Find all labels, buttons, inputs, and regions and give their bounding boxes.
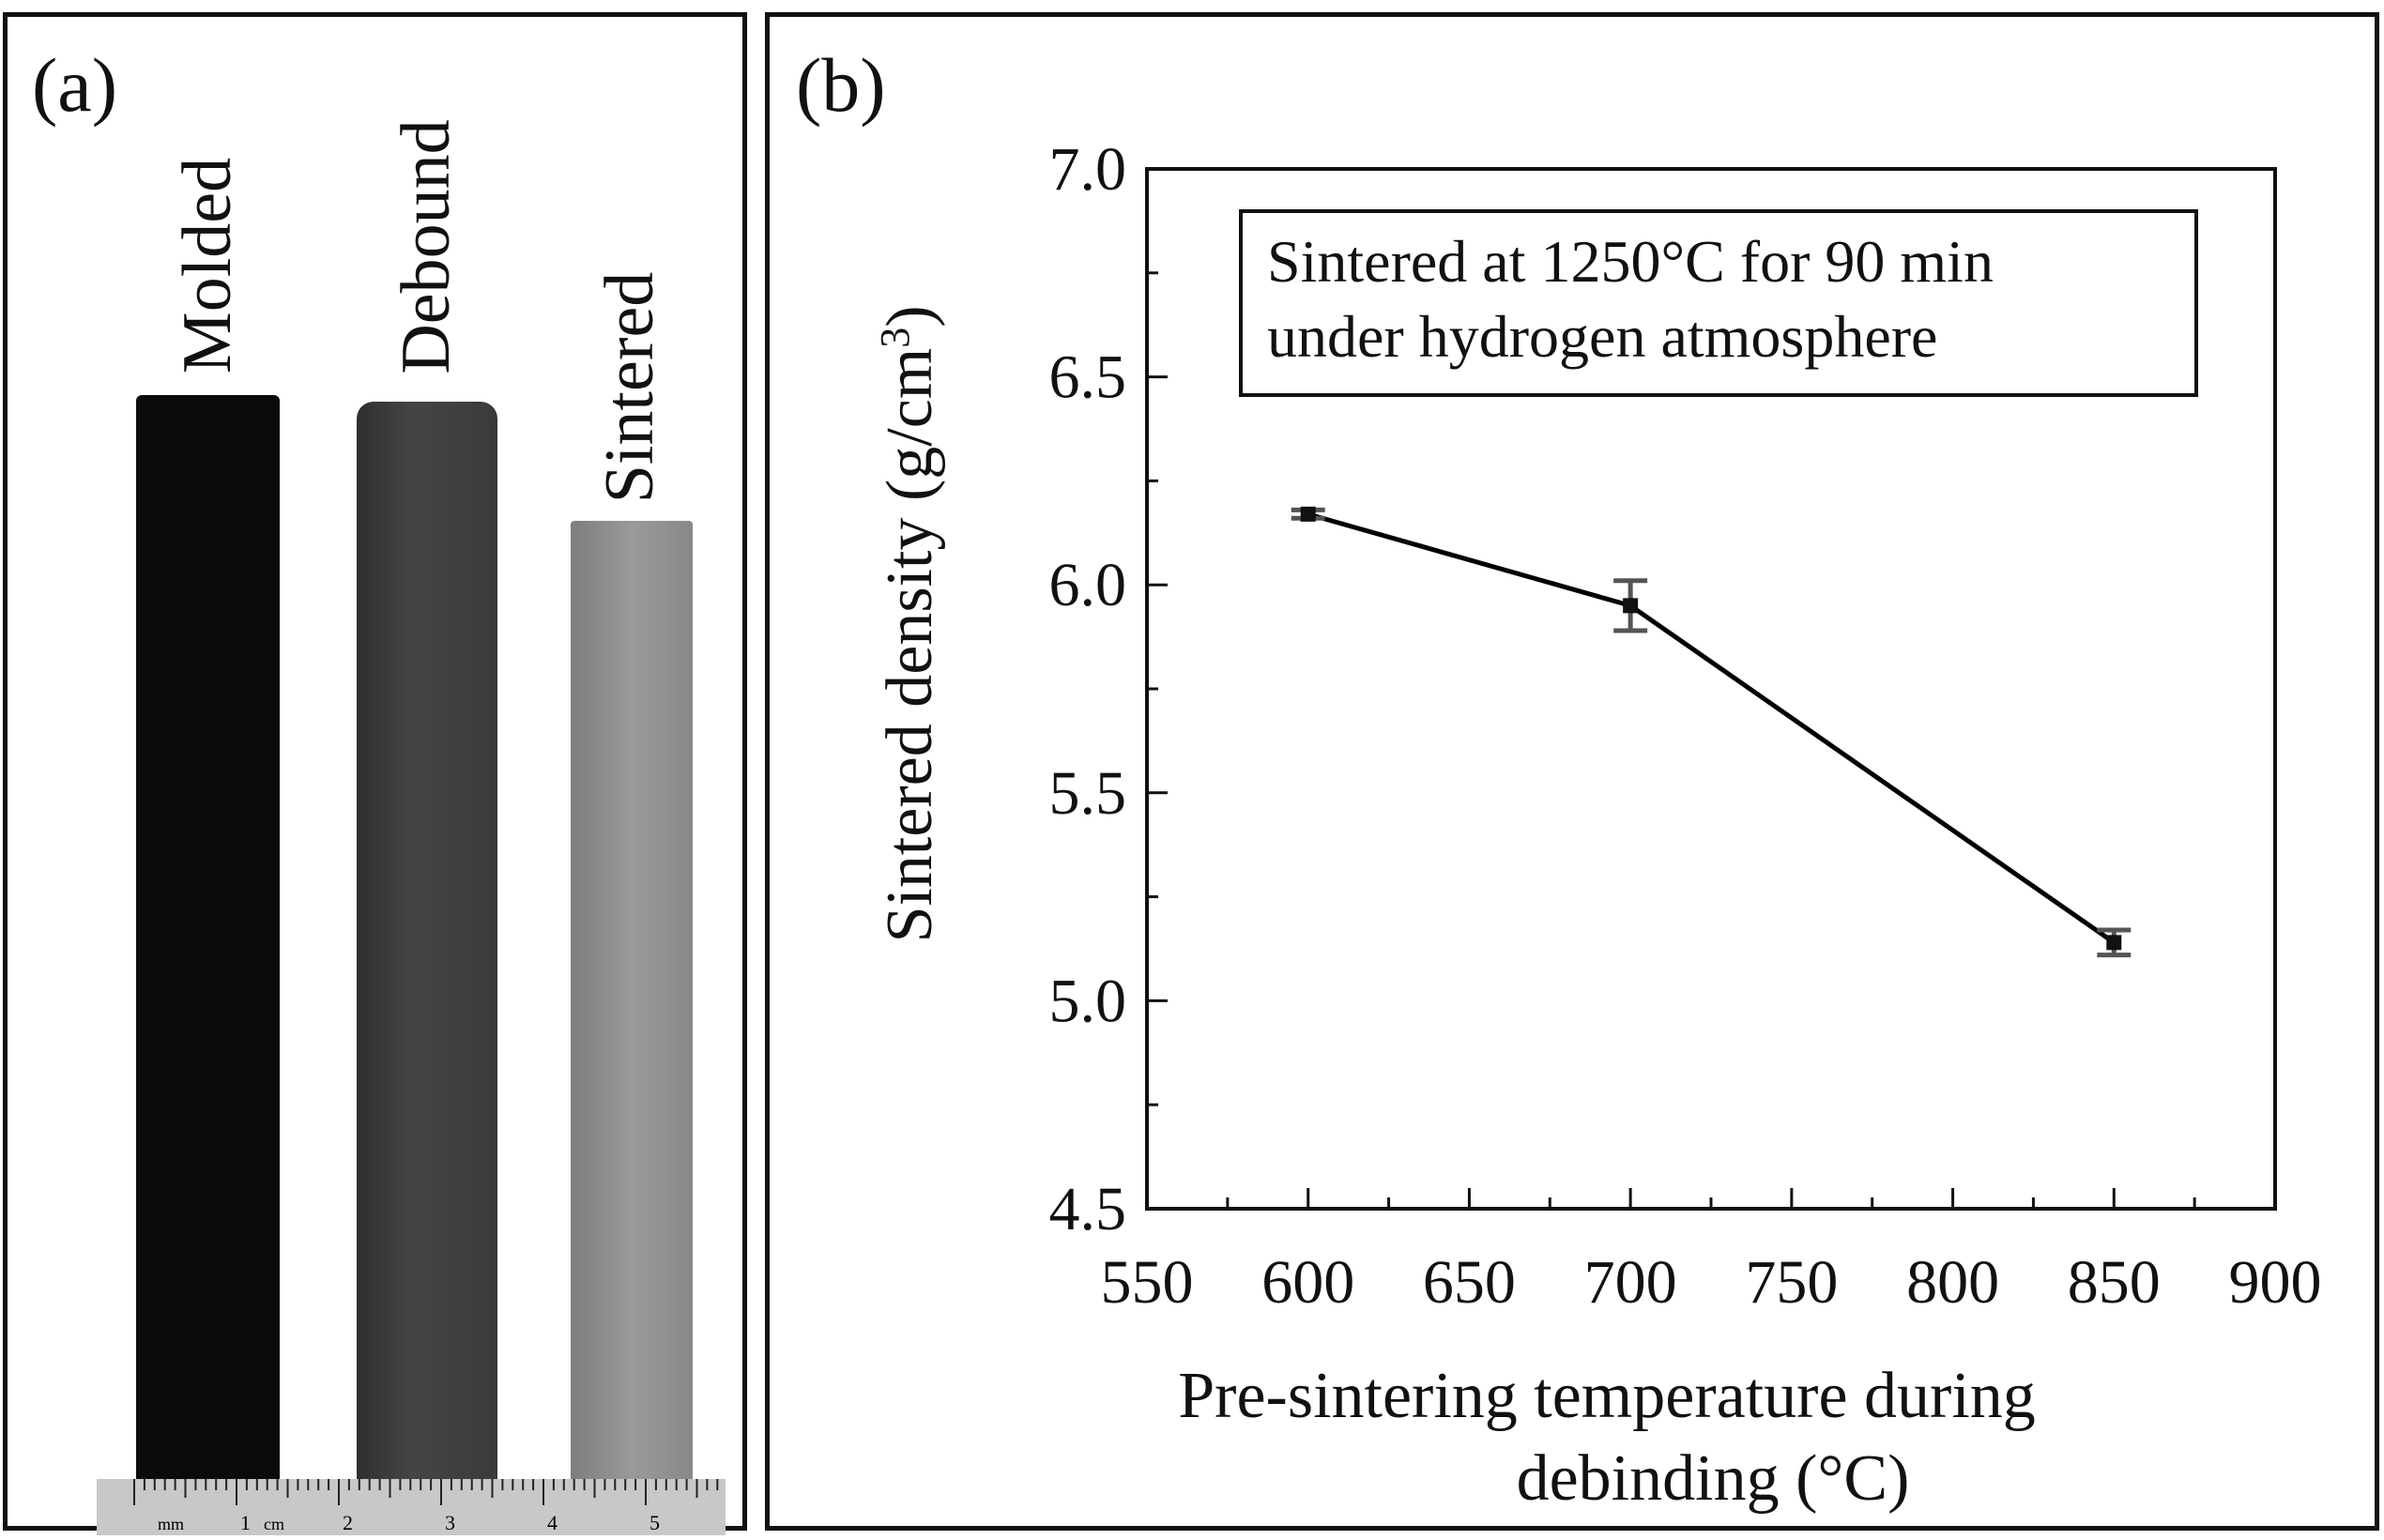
x-tick-label: 600 (1261, 1248, 1354, 1317)
chart-ticks: 550 600 650 700 750 800 850 900 4.5 5.0 5.5 6.0 6.5 7… (1049, 135, 2322, 1317)
annotation-line-2: under hydrogen atmosphere (1267, 303, 1937, 370)
chart-series (1291, 506, 2132, 958)
y-tick-label: 4.5 (1049, 1175, 1127, 1243)
x-tick-label: 750 (1745, 1248, 1838, 1317)
ruler-number: 5 (649, 1511, 660, 1534)
y-tick-label: 5.0 (1049, 967, 1127, 1035)
x-tick-label: 850 (2068, 1248, 2161, 1317)
x-tick-label: 550 (1101, 1248, 1194, 1317)
ruler-number: 3 (445, 1511, 455, 1534)
debound-bar (357, 402, 497, 1484)
ruler-number: 1 (240, 1511, 251, 1534)
y-tick-label: 7.0 (1049, 135, 1127, 204)
annotation-box (1239, 209, 2198, 397)
ruler-number: 2 (343, 1511, 353, 1534)
panel-a-label: (a) (32, 42, 118, 128)
panel-b-label: (b) (796, 42, 886, 128)
molded-bar (136, 395, 280, 1484)
x-tick-label: 700 (1584, 1248, 1677, 1317)
x-axis-label-line-2: debinding (°C) (1517, 1442, 1910, 1515)
data-point (1300, 506, 1316, 522)
x-tick-label: 800 (1906, 1248, 1999, 1317)
ruler-unit-cm: cm (264, 1515, 284, 1533)
data-point (2106, 935, 2122, 951)
y-tick-label: 6.5 (1049, 343, 1127, 412)
ruler: mm cm 1 2 3 4 5 (97, 1479, 726, 1535)
y-tick-label: 5.5 (1049, 759, 1127, 828)
x-tick-label: 650 (1423, 1248, 1516, 1317)
y-tick-label: 6.0 (1049, 551, 1127, 619)
ruler-unit-mm: mm (158, 1515, 184, 1533)
x-axis-label-line-1: Pre-sintering temperature during (1178, 1360, 2036, 1432)
x-tick-label: 900 (2229, 1248, 2322, 1317)
ruler-number: 4 (547, 1511, 558, 1534)
sintered-bar (571, 521, 693, 1484)
data-point (1623, 598, 1639, 614)
annotation-line-1: Sintered at 1250°C for 90 min (1267, 228, 1994, 295)
series-line (1307, 511, 2116, 945)
y-axis-label: Sintered density (g/cm3) (872, 305, 947, 942)
chart-annotation: Sintered at 1250°C for 90 min under hydr… (1239, 209, 2198, 397)
